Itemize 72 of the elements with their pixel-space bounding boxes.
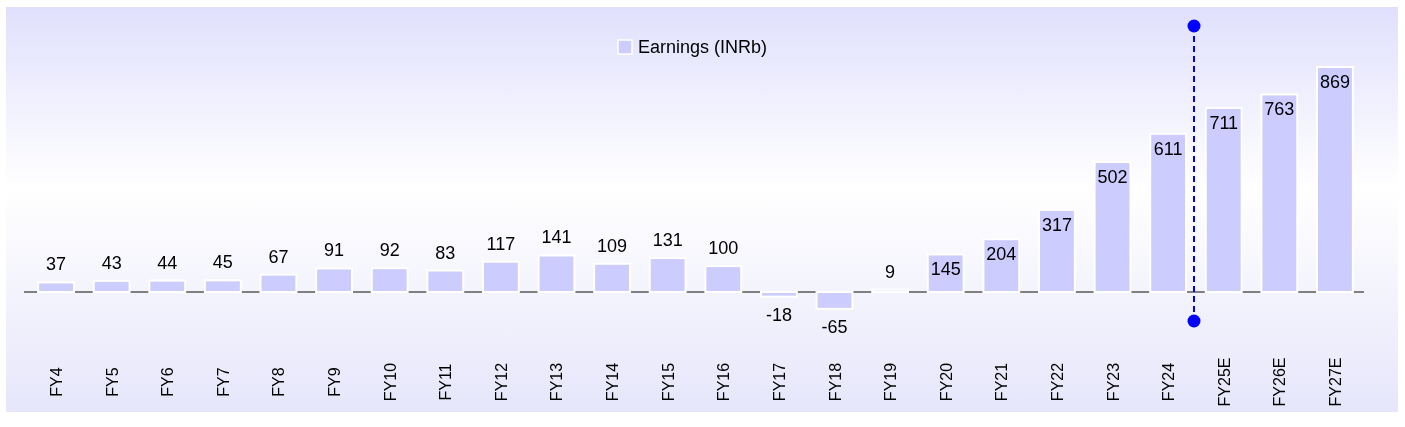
data-label: 43: [101, 252, 122, 273]
bar: [1260, 93, 1299, 293]
data-label: 67: [268, 246, 289, 267]
x-tick-label: FY14: [603, 362, 621, 402]
data-label: 145: [930, 259, 961, 280]
data-label: 37: [46, 254, 67, 275]
data-label: 611: [1153, 138, 1183, 159]
data-label: 44: [157, 252, 178, 273]
x-tick-label: FY13: [547, 362, 565, 402]
x-tick-label: FY21: [992, 362, 1010, 402]
x-tick-label: FY8: [269, 367, 287, 397]
data-label: 204: [986, 244, 1017, 265]
x-tick-label: FY23: [1104, 362, 1122, 402]
x-tick-label: FY9: [325, 367, 343, 397]
data-label: -18: [765, 304, 792, 325]
bar: [704, 265, 743, 293]
data-label: 317: [1041, 214, 1072, 235]
bar: [259, 273, 298, 293]
x-tick-label: FY16: [714, 362, 732, 402]
data-label: 100: [708, 238, 739, 259]
bar: [982, 238, 1021, 293]
bar: [759, 291, 798, 298]
x-tick-label: FY15: [659, 362, 677, 402]
bar: [370, 267, 409, 293]
bar: [1093, 161, 1132, 293]
x-tick-label: FY25E: [1215, 357, 1233, 407]
x-tick-label: FY26E: [1270, 357, 1288, 407]
data-label: 763: [1264, 99, 1295, 120]
bar: [1149, 132, 1188, 293]
bar: [815, 291, 854, 310]
x-tick-label: FY4: [47, 367, 65, 397]
x-tick-label: FY11: [436, 363, 454, 401]
legend-label: Earnings (INRb): [638, 37, 768, 57]
bar: [537, 254, 576, 293]
bar: [871, 288, 910, 293]
bar: [92, 279, 131, 293]
x-tick-label: FY12: [492, 362, 510, 402]
data-label: 711: [1209, 112, 1239, 133]
data-label: 83: [435, 242, 456, 263]
data-label: 869: [1319, 72, 1350, 92]
bar: [1316, 66, 1354, 293]
x-tick-label: FY27E: [1326, 357, 1344, 407]
x-tick-label: FY20: [937, 362, 955, 402]
data-label: 502: [1097, 167, 1128, 188]
bar: [37, 281, 75, 293]
data-label: 45: [212, 252, 233, 273]
x-tick-label: FY24: [1159, 362, 1177, 402]
x-tick-label: FY10: [381, 362, 399, 402]
bar: [648, 257, 687, 293]
x-tick-label: FY5: [103, 367, 121, 397]
x-tick-label: FY18: [826, 362, 844, 402]
bar: [203, 279, 242, 293]
x-tick-label: FY19: [881, 362, 899, 402]
data-label: 117: [486, 233, 516, 254]
data-label: 109: [597, 235, 628, 256]
x-tick-label: FY17: [770, 362, 788, 402]
x-tick-label: FY7: [214, 367, 232, 397]
data-label: 141: [541, 227, 572, 248]
bar: [1037, 208, 1076, 293]
data-label: -65: [821, 316, 848, 337]
data-label: 131: [652, 230, 683, 251]
bar: [593, 262, 632, 293]
data-label: 92: [379, 240, 400, 261]
bar: [1204, 106, 1243, 293]
x-tick-label: FY6: [158, 367, 176, 397]
x-tick-label: FY22: [1048, 362, 1066, 402]
data-label: 9: [885, 261, 896, 282]
bar: [315, 267, 354, 293]
bar: [148, 279, 187, 293]
bar: [426, 269, 465, 293]
data-label: 91: [324, 240, 345, 261]
bar: [481, 260, 520, 293]
